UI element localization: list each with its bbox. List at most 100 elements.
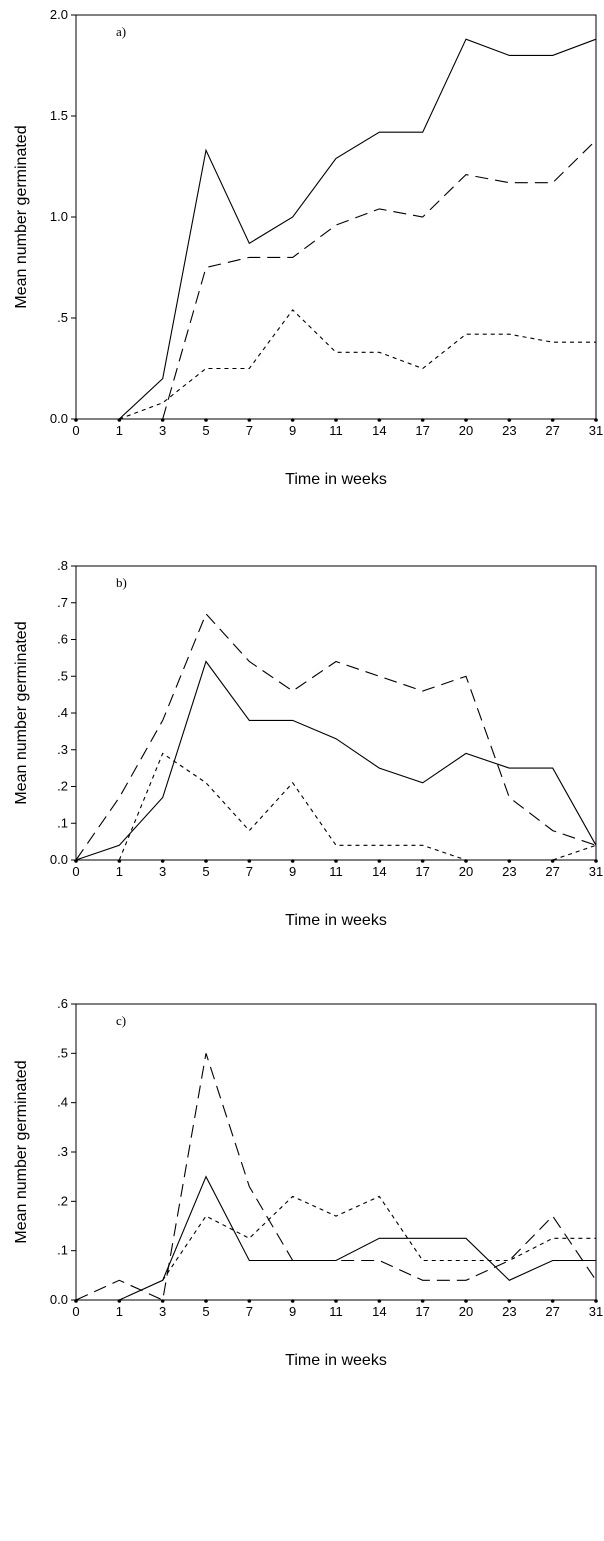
x-tick [160,418,165,422]
chart-panel-b: 0.0 .1 .2 .3 .4 .5 .6 .7 .8 0 1 3 5 7 9 11 14 17 20 23 27 31 T… [13,558,603,929]
y-tick-label: .1 [57,815,68,830]
y-tick-label: .5 [57,668,68,683]
panel-label: a) [116,24,126,39]
panel-label: c) [116,1013,126,1028]
y-axis-title: Mean number germinated [13,621,30,804]
x-tick-label: 0 [72,864,79,879]
x-tick [594,418,598,422]
x-tick-label: 23 [502,423,516,438]
y-tick-label: .3 [57,1144,68,1159]
x-tick-label: 0 [72,423,79,438]
x-tick [204,418,208,422]
x-tick-label: 11 [329,1304,343,1319]
x-tick-label: 20 [459,864,473,879]
x-tick-label: 27 [545,864,559,879]
x-tick [420,418,425,422]
x-tick [594,859,598,863]
y-tick-label: .4 [57,1095,68,1110]
x-tick [247,1299,252,1303]
x-tick-label: 11 [329,864,343,879]
x-tick [204,859,208,863]
x-tick [290,1299,295,1303]
x-tick-label: 31 [589,864,603,879]
x-tick-label: 0 [72,1304,79,1319]
plot-frame [75,1003,597,1301]
x-tick-label: 1 [116,864,123,879]
x-tick [420,1299,425,1303]
x-tick-label: 7 [246,864,253,879]
x-tick-label: 11 [329,423,343,438]
y-tick-label: .5 [57,1045,68,1060]
x-tick [334,1299,338,1303]
x-tick [334,418,338,422]
x-tick-label: 20 [459,1304,473,1319]
y-tick-label: 1.0 [50,209,68,224]
y-tick-label: .3 [57,742,68,757]
x-tick [507,418,512,422]
x-tick [247,859,252,863]
x-tick [74,418,78,422]
y-axis-title: Mean number germinated [13,125,30,308]
x-tick-label: 9 [289,864,296,879]
x-tick-label: 27 [545,1304,559,1319]
x-tick-label: 3 [159,864,166,879]
x-tick-label: 23 [502,1304,516,1319]
series-line-solid [118,38,597,420]
x-tick-label: 17 [415,423,429,438]
x-tick-label: 3 [159,1304,166,1319]
series-line-dotted [119,309,596,420]
panel-label: b) [116,575,127,590]
y-tick-label: .5 [57,310,68,325]
y-tick-label: .7 [57,595,68,610]
y-tick-label: 1.5 [50,108,68,123]
x-tick [377,418,382,422]
x-axis-title: Time in weeks [285,1352,387,1369]
x-tick-label: 31 [589,423,603,438]
x-tick [550,1299,555,1303]
x-tick-label: 7 [246,1304,253,1319]
x-tick [204,1299,208,1303]
x-tick-label: 7 [246,423,253,438]
series-line-dashed [162,139,597,420]
series-line-solid [119,1175,596,1301]
x-tick-label: 23 [502,864,516,879]
x-tick [464,418,468,422]
x-axis-title: Time in weeks [285,912,387,929]
x-tick [507,1299,512,1303]
y-tick-label: 0.0 [50,852,68,867]
chart-panel-a: 0.0 .5 1.0 1.5 2.0 0 1 3 5 7 9 11 14 17 20 23 27 31 Time i… [13,7,603,488]
series-line-dotted [118,752,597,861]
x-tick [334,859,338,863]
y-tick-label: .1 [57,1243,68,1258]
x-tick [594,1299,598,1303]
y-tick-label: .8 [57,558,68,573]
x-tick [464,1299,468,1303]
plot-frame [75,14,597,420]
x-tick-label: 5 [202,423,209,438]
x-tick-label: 5 [202,1304,209,1319]
x-tick [247,418,252,422]
x-tick [117,859,122,863]
x-tick-label: 17 [415,864,429,879]
y-tick-label: .2 [57,1193,68,1208]
x-tick-label: 20 [459,423,473,438]
x-tick [290,418,295,422]
x-tick [420,859,425,863]
x-tick [377,859,382,863]
x-tick-label: 1 [116,423,123,438]
x-tick [160,1299,165,1303]
plot-frame [75,565,597,861]
series-line-dashed [75,612,597,861]
x-tick-label: 14 [372,864,386,879]
y-tick-label: 0.0 [50,411,68,426]
y-axis-title: Mean number germinated [13,1060,30,1243]
y-tick-label: .6 [57,996,68,1011]
x-tick-label: 31 [589,1304,603,1319]
y-tick-label: .6 [57,632,68,647]
x-tick-label: 14 [372,423,386,438]
x-tick-label: 5 [202,864,209,879]
y-tick-label: .2 [57,779,68,794]
series-line-dashed [75,1053,597,1301]
x-tick [377,1299,382,1303]
